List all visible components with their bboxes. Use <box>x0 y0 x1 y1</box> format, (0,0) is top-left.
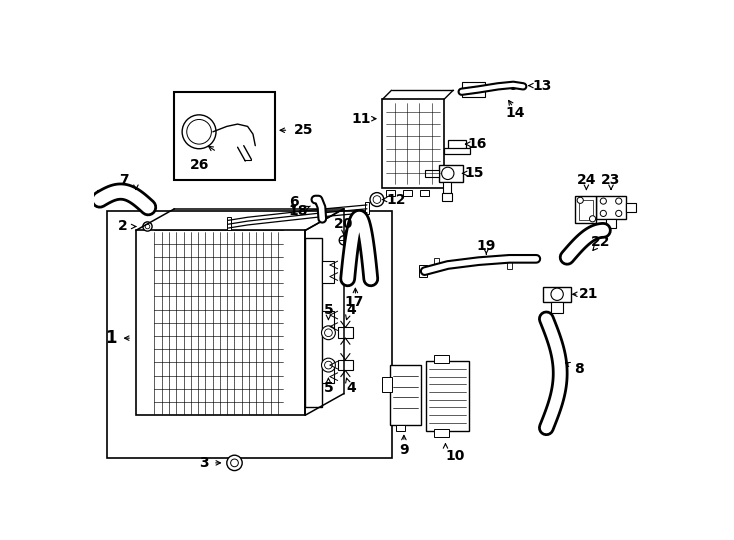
Text: 17: 17 <box>344 295 363 309</box>
Circle shape <box>600 211 606 217</box>
Circle shape <box>230 459 239 467</box>
Bar <box>382 377 391 392</box>
Circle shape <box>321 358 335 372</box>
Bar <box>338 327 353 338</box>
Bar <box>107 211 393 457</box>
Bar <box>434 355 449 363</box>
Text: 3: 3 <box>199 456 208 470</box>
Bar <box>137 264 151 269</box>
Bar <box>507 258 512 269</box>
Text: 25: 25 <box>294 123 313 137</box>
Text: 6: 6 <box>289 195 299 209</box>
Bar <box>543 287 571 302</box>
Bar <box>551 302 563 313</box>
Text: 12: 12 <box>386 193 406 206</box>
Circle shape <box>186 119 211 144</box>
Text: 2: 2 <box>118 219 128 233</box>
Text: 7: 7 <box>120 173 129 187</box>
Text: 24: 24 <box>577 173 596 187</box>
Bar <box>419 265 427 278</box>
Text: 14: 14 <box>506 105 526 119</box>
Circle shape <box>600 198 606 204</box>
Text: 15: 15 <box>464 166 484 180</box>
Bar <box>626 202 636 212</box>
Bar <box>448 140 466 150</box>
Bar <box>175 92 275 180</box>
Circle shape <box>616 211 622 217</box>
Bar <box>305 238 322 408</box>
Bar <box>434 258 438 269</box>
Bar <box>442 193 452 201</box>
Bar <box>396 425 405 431</box>
Bar <box>136 231 305 415</box>
Text: 20: 20 <box>334 217 354 231</box>
Bar <box>438 165 463 182</box>
Circle shape <box>143 222 152 231</box>
Bar <box>606 219 616 228</box>
Text: 16: 16 <box>468 137 487 151</box>
Circle shape <box>182 115 216 148</box>
Bar <box>425 170 438 177</box>
Circle shape <box>339 236 349 245</box>
Bar <box>366 202 369 214</box>
Circle shape <box>442 167 454 179</box>
Text: 4: 4 <box>346 302 357 316</box>
Circle shape <box>370 193 384 206</box>
Bar <box>390 365 421 425</box>
Text: 9: 9 <box>399 443 409 457</box>
Text: 23: 23 <box>601 173 621 186</box>
Bar <box>444 148 470 154</box>
Text: 8: 8 <box>574 362 584 376</box>
Text: 1: 1 <box>105 329 116 347</box>
Bar <box>338 360 353 370</box>
Bar <box>420 190 429 195</box>
Bar <box>575 195 597 224</box>
Bar <box>426 361 468 430</box>
Text: 13: 13 <box>533 79 552 92</box>
Bar <box>382 99 444 188</box>
Circle shape <box>373 195 381 204</box>
Bar <box>322 361 334 383</box>
Circle shape <box>324 361 333 369</box>
Bar <box>386 190 396 195</box>
Text: 11: 11 <box>352 112 371 126</box>
Circle shape <box>324 329 333 336</box>
Bar <box>322 261 334 283</box>
Bar <box>137 328 151 334</box>
Text: 21: 21 <box>579 287 598 301</box>
Bar <box>578 200 592 220</box>
Bar <box>227 217 230 230</box>
Circle shape <box>616 198 622 204</box>
Text: 4: 4 <box>346 381 357 395</box>
Bar <box>98 190 103 206</box>
Bar <box>443 182 451 193</box>
Circle shape <box>227 455 242 470</box>
Circle shape <box>145 224 150 229</box>
Bar <box>137 350 151 356</box>
Bar <box>403 190 413 195</box>
Text: 5: 5 <box>324 302 333 316</box>
Text: 26: 26 <box>189 158 208 172</box>
Bar <box>462 82 484 97</box>
Circle shape <box>551 288 563 300</box>
Circle shape <box>577 197 584 204</box>
Text: 19: 19 <box>476 239 496 253</box>
Bar <box>137 285 151 291</box>
Bar <box>322 311 334 333</box>
Text: 22: 22 <box>590 235 610 249</box>
Bar <box>434 429 449 437</box>
Bar <box>595 195 626 219</box>
Bar <box>137 242 151 248</box>
Bar <box>137 372 151 377</box>
Bar <box>137 307 151 313</box>
Text: 18: 18 <box>288 204 308 218</box>
Bar <box>137 393 151 399</box>
Text: 5: 5 <box>324 381 333 395</box>
Text: 10: 10 <box>446 449 465 463</box>
Circle shape <box>509 82 517 90</box>
Circle shape <box>321 326 335 340</box>
Circle shape <box>589 215 595 222</box>
